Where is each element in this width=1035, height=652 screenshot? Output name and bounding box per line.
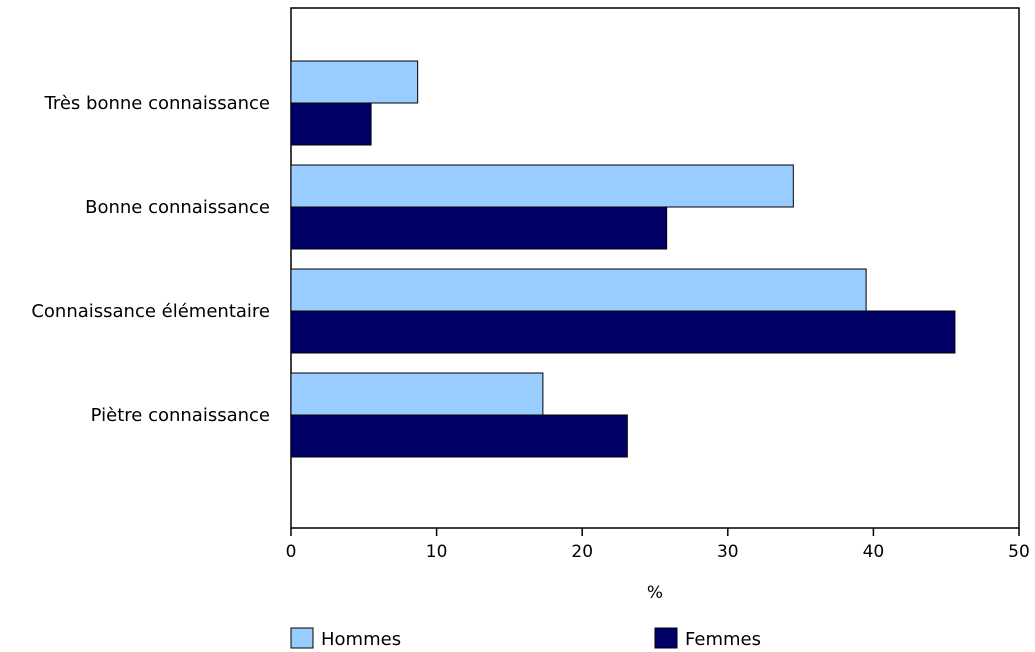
x-tick-label: 10 (426, 542, 448, 562)
category-label: Piètre connaissance (91, 405, 270, 426)
x-axis-ticks: 0 10 20 30 40 50 (286, 528, 1030, 562)
x-tick-label: 30 (717, 542, 739, 562)
category-label: Connaissance élémentaire (31, 301, 270, 322)
bar-hommes-tres-bonne-connaissance (290, 60, 419, 104)
plot-frame (290, 7, 1020, 529)
legend-swatch-femmes (654, 627, 678, 649)
bar-hommes-pietre-connaissance (290, 372, 544, 416)
bars-group (290, 60, 956, 458)
legend-swatch-hommes (290, 627, 314, 649)
legend-label-femmes: Femmes (685, 629, 761, 650)
bar-femmes-bonne-connaissance (290, 206, 668, 250)
x-tick-label: 20 (571, 542, 593, 562)
x-tick-label: 50 (1008, 542, 1030, 562)
bar-hommes-connaissance-elementaire (290, 268, 867, 312)
legend: Hommes Femmes (290, 627, 761, 650)
legend-label-hommes: Hommes (321, 629, 401, 650)
bar-hommes-bonne-connaissance (290, 164, 794, 208)
bar-femmes-connaissance-elementaire (290, 310, 956, 354)
x-axis-title: % (647, 583, 663, 603)
bar-femmes-tres-bonne-connaissance (290, 102, 372, 146)
category-label: Bonne connaissance (85, 197, 270, 218)
x-tick-label: 40 (863, 542, 885, 562)
category-labels: Très bonne connaissance Bonne connaissanc… (31, 93, 270, 426)
category-label: Très bonne connaissance (43, 93, 270, 114)
bar-femmes-pietre-connaissance (290, 414, 628, 458)
x-tick-label: 0 (286, 542, 297, 562)
